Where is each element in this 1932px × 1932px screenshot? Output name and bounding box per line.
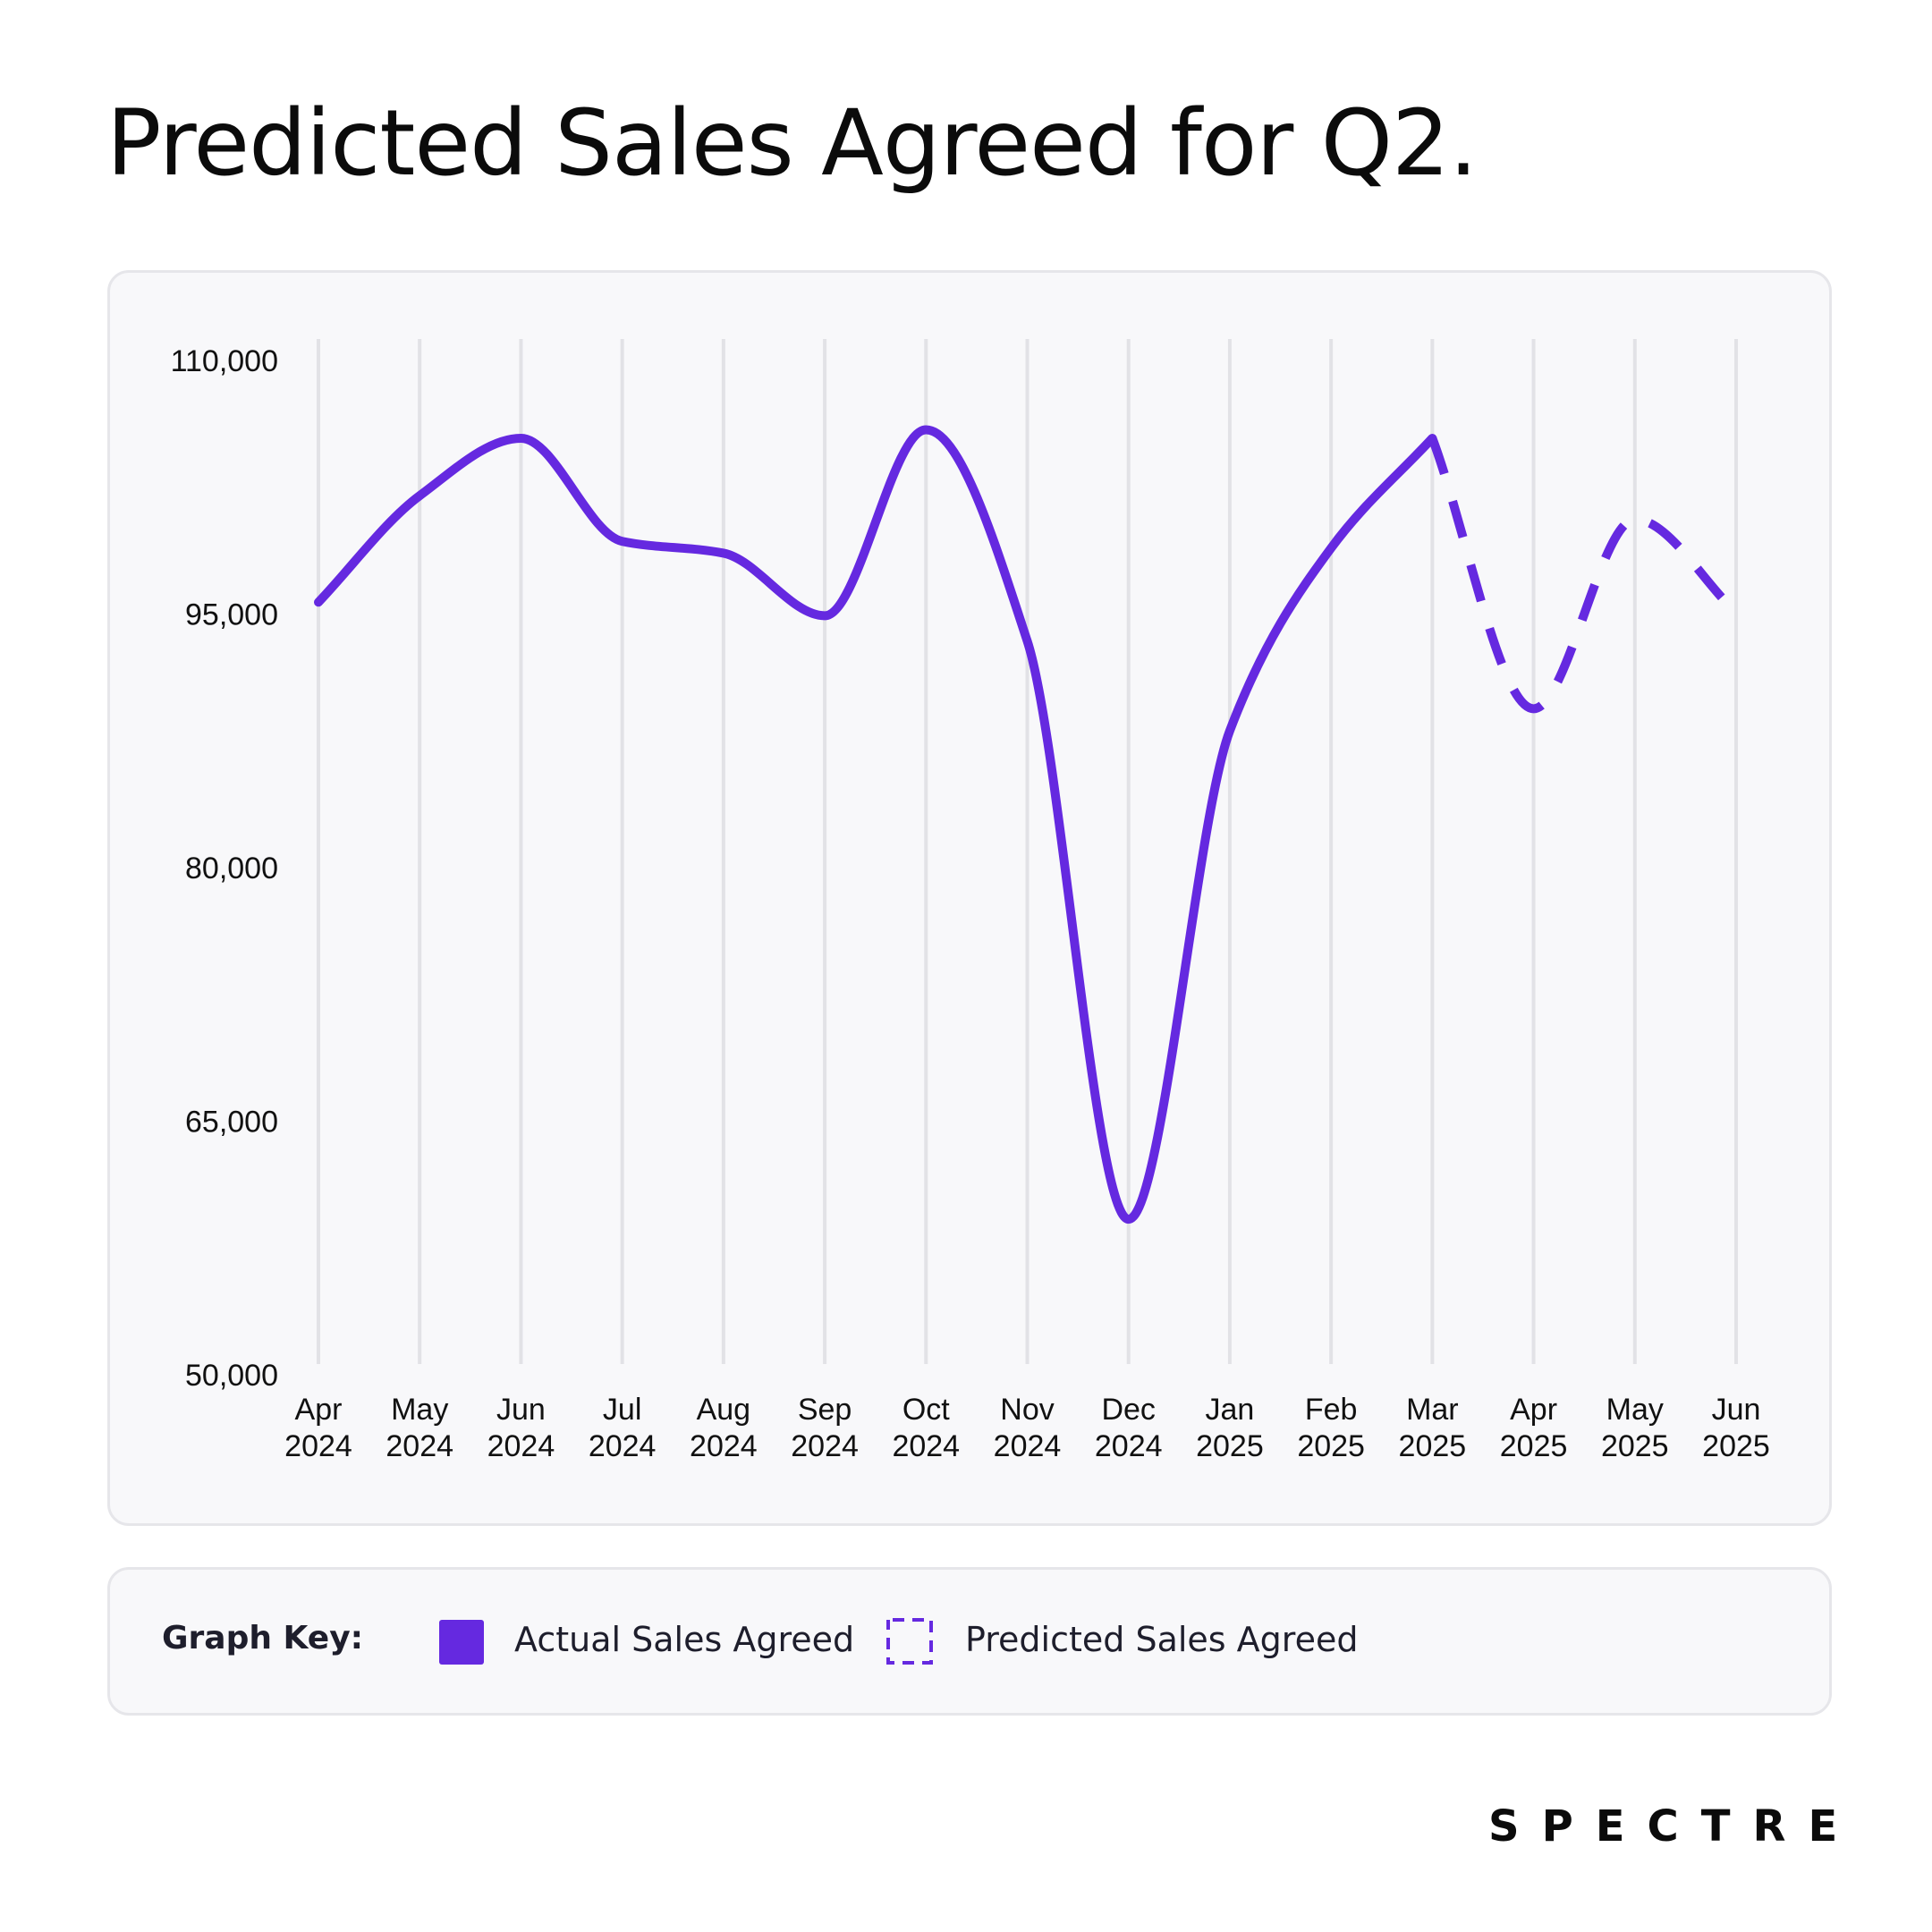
y-tick-label: 95,000 bbox=[185, 598, 278, 632]
x-tick-label-month: Dec bbox=[1101, 1393, 1155, 1427]
x-tick-label-month: Apr bbox=[1510, 1393, 1557, 1427]
brand-logo: SPECTRE bbox=[1488, 1801, 1860, 1852]
legend-label-actual: Actual Sales Agreed bbox=[514, 1620, 855, 1659]
x-tick-label-year: 2024 bbox=[994, 1429, 1062, 1463]
predicted-data-point bbox=[1631, 515, 1640, 524]
x-tick-label-month: Mar bbox=[1406, 1393, 1459, 1427]
x-tick-label-month: Feb bbox=[1305, 1393, 1358, 1427]
x-tick-label-year: 2024 bbox=[1095, 1429, 1163, 1463]
x-tick-label-year: 2024 bbox=[690, 1429, 758, 1463]
y-axis-labels: 50,000 65,000 80,000 95,000 110,000 bbox=[171, 344, 278, 1393]
x-tick-label-year: 2025 bbox=[1196, 1429, 1264, 1463]
x-tick-label-year: 2024 bbox=[892, 1429, 960, 1463]
legend: Graph Key: Actual Sales Agreed Predicted… bbox=[107, 1567, 1832, 1716]
x-tick-label-month: May bbox=[1606, 1393, 1664, 1427]
actual-data-point bbox=[1225, 726, 1234, 735]
x-tick-label-year: 2024 bbox=[791, 1429, 859, 1463]
x-tick-label-year: 2024 bbox=[487, 1429, 555, 1463]
chart-card: 50,000 65,000 80,000 95,000 110,000 Apr 2024 M… bbox=[107, 270, 1832, 1526]
actual-data-point bbox=[516, 434, 525, 443]
x-tick-label-month: Oct bbox=[902, 1393, 950, 1427]
x-tick-label-month: Jun bbox=[496, 1393, 546, 1427]
y-tick-label: 80,000 bbox=[185, 852, 278, 886]
actual-sales-line bbox=[314, 425, 1437, 1224]
predicted-sales-line bbox=[1428, 436, 1740, 714]
actual-data-point bbox=[1326, 544, 1335, 553]
x-axis-labels: Apr2024May2024Jun2024Jul2024Aug2024Sep20… bbox=[284, 1393, 1770, 1463]
x-tick-label-year: 2024 bbox=[589, 1429, 657, 1463]
actual-data-point bbox=[1124, 1215, 1133, 1224]
x-tick-label-month: Apr bbox=[295, 1393, 343, 1427]
page-title: Predicted Sales Agreed for Q2. bbox=[106, 90, 1478, 197]
x-tick-label-year: 2025 bbox=[1601, 1429, 1669, 1463]
actual-data-point bbox=[314, 597, 323, 606]
x-tick-label-month: Jun bbox=[1712, 1393, 1761, 1427]
y-tick-label: 50,000 bbox=[185, 1359, 278, 1393]
predicted-data-point bbox=[1428, 434, 1436, 443]
x-tick-label-month: Jul bbox=[603, 1393, 641, 1427]
actual-data-point bbox=[618, 537, 627, 546]
actual-data-point bbox=[820, 611, 829, 620]
legend-title: Graph Key: bbox=[162, 1620, 364, 1657]
y-tick-label: 65,000 bbox=[185, 1106, 278, 1140]
series-lines bbox=[314, 425, 1741, 1224]
x-tick-label-year: 2025 bbox=[1297, 1429, 1365, 1463]
x-tick-label-month: Nov bbox=[1000, 1393, 1054, 1427]
x-tick-label-month: Sep bbox=[798, 1393, 852, 1427]
x-tick-label-year: 2025 bbox=[1500, 1429, 1568, 1463]
grid-lines bbox=[317, 339, 1738, 1364]
actual-data-point bbox=[921, 425, 930, 434]
x-tick-label-year: 2024 bbox=[386, 1429, 453, 1463]
actual-data-point bbox=[1023, 637, 1032, 646]
x-tick-label-month: Aug bbox=[697, 1393, 751, 1427]
x-tick-label-month: Jan bbox=[1206, 1393, 1255, 1427]
actual-data-point bbox=[719, 548, 728, 557]
predicted-data-point bbox=[1530, 704, 1538, 713]
x-tick-label-year: 2025 bbox=[1702, 1429, 1770, 1463]
legend-swatch-predicted bbox=[886, 1618, 933, 1665]
legend-label-predicted: Predicted Sales Agreed bbox=[965, 1620, 1359, 1659]
x-tick-label-year: 2025 bbox=[1399, 1429, 1467, 1463]
y-tick-label: 110,000 bbox=[171, 344, 278, 378]
legend-swatch-actual bbox=[439, 1620, 484, 1665]
x-tick-label-year: 2024 bbox=[284, 1429, 352, 1463]
x-tick-label-month: May bbox=[391, 1393, 448, 1427]
actual-data-point bbox=[415, 491, 424, 500]
predicted-data-point bbox=[1732, 608, 1741, 617]
